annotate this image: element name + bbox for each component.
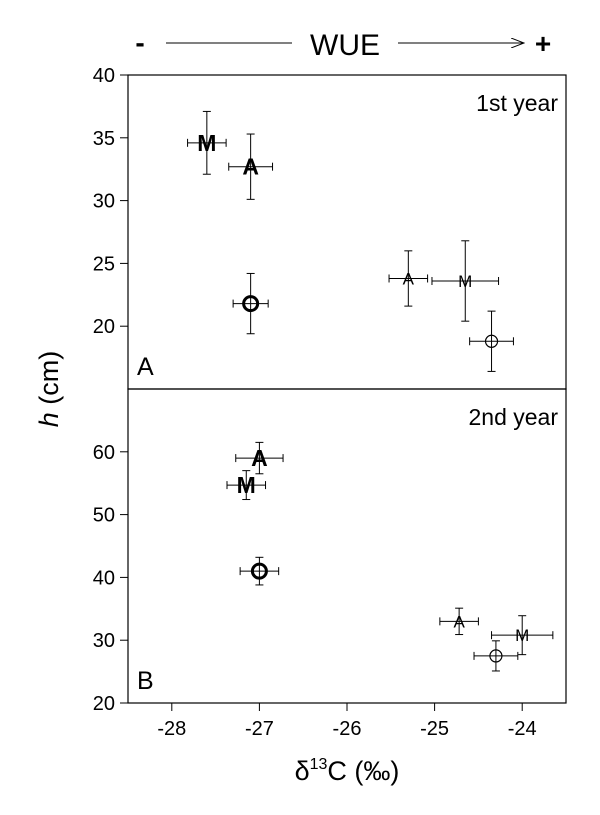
- panel-a-point: M: [187, 110, 227, 175]
- letter-marker: M: [458, 272, 472, 291]
- x-axis-delta: δ: [295, 756, 310, 786]
- panel-a-point: M: [431, 240, 500, 322]
- x-axis-superscript: 13: [310, 756, 328, 773]
- xtick-label: -28: [157, 718, 186, 740]
- panel-a-ytick-label: 20: [93, 316, 115, 338]
- panel-b-point: [473, 640, 519, 672]
- panel-b-ytick-label: 20: [93, 693, 115, 715]
- circle-marker: [242, 295, 260, 313]
- panel-b-point: [239, 556, 280, 586]
- letter-marker: M: [197, 130, 216, 156]
- panel-a-ytick-label: 35: [93, 128, 115, 150]
- wue-label: WUE: [310, 29, 380, 62]
- circle-marker: [484, 334, 499, 348]
- y-axis-unit: (cm): [34, 351, 64, 412]
- panel-b-ytick-label: 50: [93, 505, 115, 527]
- panel-a-letter: A: [137, 353, 154, 381]
- circle-marker: [489, 649, 503, 663]
- panel-b-point: A: [439, 607, 479, 636]
- xtick-label: -26: [333, 718, 362, 740]
- panel-b-ytick-label: 30: [93, 630, 115, 652]
- letter-marker: M: [515, 626, 529, 645]
- panel-a-point: [232, 272, 269, 335]
- circle-marker: [250, 562, 268, 580]
- letter-marker: A: [403, 269, 415, 288]
- letter-marker: A: [453, 612, 465, 631]
- panel-b-title: 2nd year: [468, 404, 558, 430]
- xtick-label: -24: [508, 718, 537, 740]
- letter-marker: A: [251, 445, 268, 471]
- panel-b-letter: B: [137, 667, 154, 695]
- xtick-label: -25: [420, 718, 449, 740]
- letter-marker: M: [237, 472, 256, 498]
- wue-plus-label: +: [535, 28, 551, 59]
- wue-minus-label: -: [135, 27, 144, 58]
- wue-header: - WUE +: [135, 27, 551, 62]
- panel-b-point: A: [235, 441, 284, 475]
- panel-a-ytick-label: 40: [93, 65, 115, 87]
- panel-b-ytick-label: 60: [93, 442, 115, 464]
- x-axis-label: δ13C (‰): [295, 756, 400, 786]
- panel-a-ytick-label: 30: [93, 191, 115, 213]
- x-axis-rest: C (‰): [327, 756, 399, 786]
- xtick-label: -27: [245, 718, 274, 740]
- y-axis-label: h (cm): [34, 351, 64, 428]
- panel-b-ytick-label: 40: [93, 567, 115, 589]
- panel-a-point: A: [388, 250, 429, 307]
- panel-a-frame: [127, 74, 567, 390]
- panel-a-ytick-label: 25: [93, 253, 115, 275]
- letter-marker: A: [242, 154, 259, 180]
- panel-b-point: M: [491, 615, 554, 656]
- panel-b-point: M: [226, 470, 267, 501]
- x-axis: -28 -27 -26 -25 -24: [157, 703, 537, 740]
- panel-a-title: 1st year: [476, 90, 558, 116]
- panel-a-point: A: [228, 133, 274, 200]
- y-axis-variable: h: [34, 412, 64, 427]
- panel-a-point: [469, 310, 514, 372]
